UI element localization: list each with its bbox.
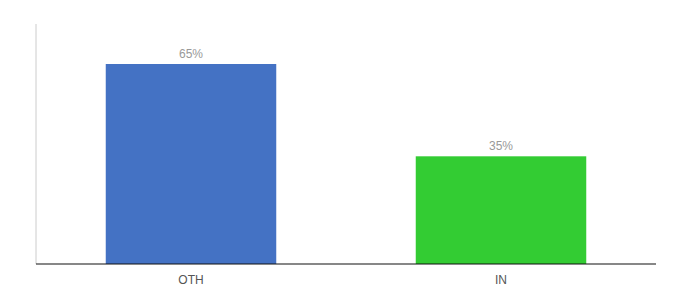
x-axis-line	[36, 263, 656, 264]
y-axis-line	[36, 24, 37, 264]
chart-container: 65% 35% OTH IN	[0, 0, 680, 300]
bar	[416, 156, 587, 264]
x-tick-label: OTH	[178, 273, 203, 287]
x-tick-label: IN	[495, 273, 507, 287]
chart-svg: 65% 35% OTH IN	[0, 0, 680, 300]
bars	[106, 64, 587, 264]
data-label: 65%	[179, 47, 203, 61]
bar	[106, 64, 277, 264]
data-label: 35%	[489, 139, 513, 153]
